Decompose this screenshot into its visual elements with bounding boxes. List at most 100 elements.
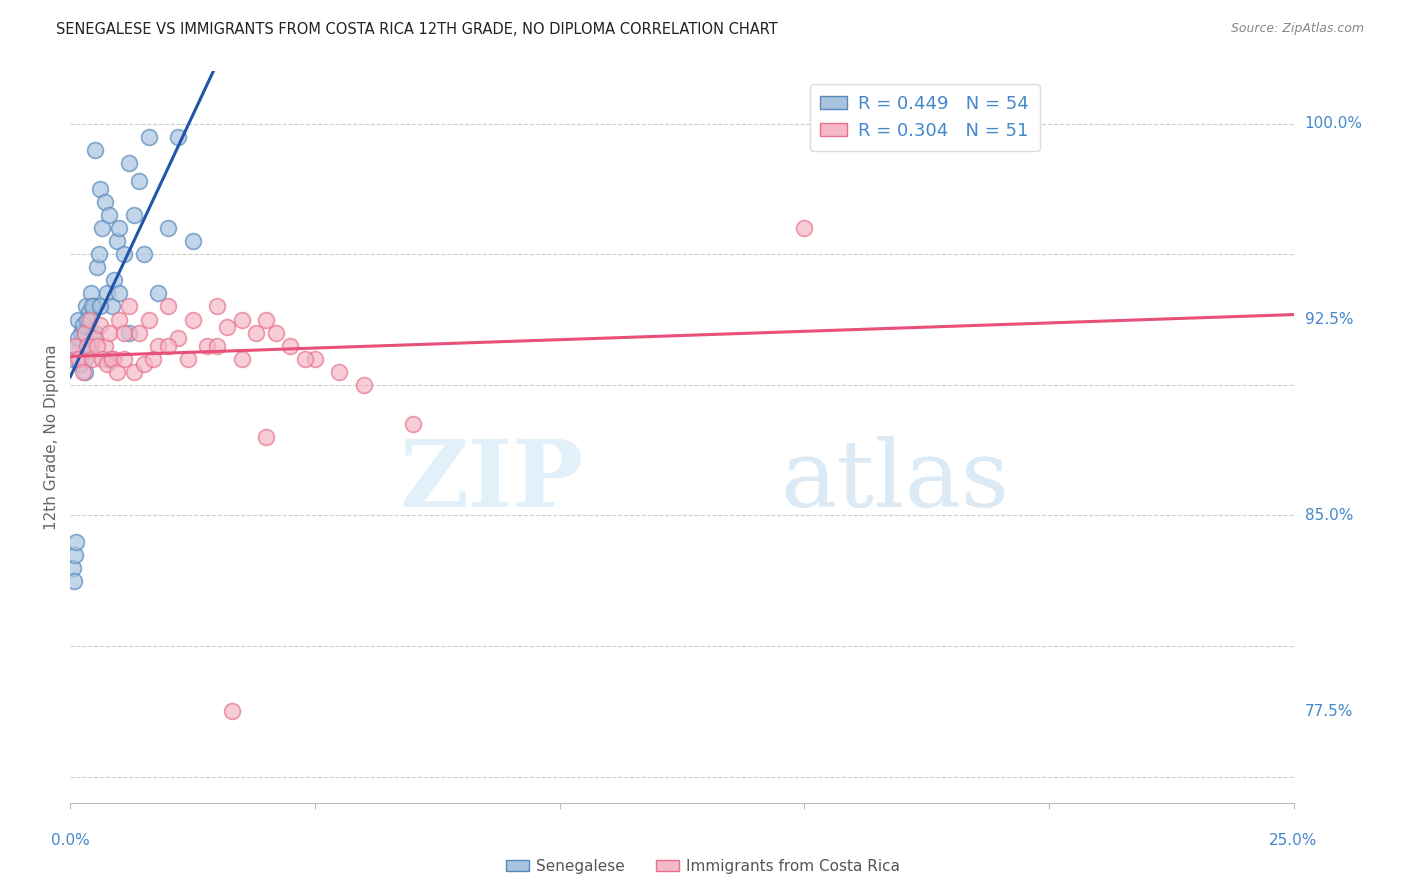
Point <box>73 351 96 366</box>
Point <box>66 351 89 366</box>
Point <box>96 286 118 301</box>
Text: 25.0%: 25.0% <box>1270 833 1317 848</box>
Point <box>63 339 86 353</box>
Legend: Senegalese, Immigrants from Costa Rica: Senegalese, Immigrants from Costa Rica <box>499 853 907 880</box>
Point <box>304 351 326 366</box>
Point <box>138 312 160 326</box>
Point <box>89 318 111 332</box>
Point <box>93 339 115 353</box>
Point <box>215 320 238 334</box>
Text: SENEGALESE VS IMMIGRANTS FROM COSTA RICA 12TH GRADE, NO DIPLOMA CORRELATION CHAR: SENEGALESE VS IMMIGRANTS FROM COSTA RICA… <box>56 22 778 37</box>
Point <box>112 247 135 261</box>
Point <box>181 234 204 248</box>
Point <box>69 357 91 371</box>
Point <box>108 286 131 301</box>
Text: 85.0%: 85.0% <box>1305 508 1353 523</box>
Point <box>231 351 253 366</box>
Point <box>205 339 228 353</box>
Point <box>91 221 114 235</box>
Point <box>280 339 302 353</box>
Point <box>70 326 93 340</box>
Text: 100.0%: 100.0% <box>1305 116 1362 131</box>
Point <box>157 221 180 235</box>
Point <box>83 326 105 340</box>
Point <box>83 300 105 314</box>
Point <box>138 129 160 144</box>
Point <box>132 247 155 261</box>
Point <box>112 326 135 340</box>
Point <box>264 326 287 340</box>
Point <box>91 351 114 366</box>
Point <box>101 351 124 366</box>
Point <box>63 574 86 588</box>
Point <box>793 221 815 235</box>
Point <box>83 331 105 345</box>
Point <box>62 560 84 574</box>
Text: 77.5%: 77.5% <box>1305 704 1353 719</box>
Point <box>328 365 350 379</box>
Point <box>122 208 145 222</box>
Point <box>167 129 190 144</box>
Text: Source: ZipAtlas.com: Source: ZipAtlas.com <box>1230 22 1364 36</box>
Point <box>72 331 94 345</box>
Point <box>231 312 253 326</box>
Text: 92.5%: 92.5% <box>1305 312 1353 327</box>
Point <box>177 351 200 366</box>
Point <box>157 300 180 314</box>
Point <box>67 351 90 366</box>
Point <box>76 339 98 353</box>
Point <box>83 143 105 157</box>
Point <box>66 331 89 345</box>
Point <box>87 247 110 261</box>
Point <box>73 346 96 360</box>
Point <box>93 194 115 209</box>
Point <box>254 430 277 444</box>
Point <box>132 357 155 371</box>
Point <box>221 705 243 719</box>
Point <box>96 357 118 371</box>
Point <box>80 286 103 301</box>
Point <box>63 339 86 353</box>
Point <box>148 286 170 301</box>
Point <box>157 339 180 353</box>
Point <box>245 326 267 340</box>
Point <box>75 300 97 314</box>
Point <box>65 534 87 549</box>
Point <box>105 234 128 248</box>
Point <box>76 320 98 334</box>
Point <box>108 312 131 326</box>
Point <box>72 365 94 379</box>
Point <box>98 208 121 222</box>
Point <box>128 174 150 188</box>
Point <box>73 326 96 340</box>
Point <box>82 300 104 314</box>
Point <box>254 312 277 326</box>
Point <box>108 221 131 235</box>
Point <box>89 182 111 196</box>
Point <box>69 339 91 353</box>
Point <box>148 339 170 353</box>
Point <box>79 312 101 326</box>
Point <box>77 304 100 318</box>
Point <box>86 260 108 275</box>
Point <box>79 339 101 353</box>
Legend: R = 0.449   N = 54, R = 0.304   N = 51: R = 0.449 N = 54, R = 0.304 N = 51 <box>810 84 1040 151</box>
Point <box>181 312 204 326</box>
Point <box>89 300 111 314</box>
Point <box>82 351 104 366</box>
Point <box>195 339 218 353</box>
Point <box>101 300 124 314</box>
Point <box>72 318 94 332</box>
Point <box>112 351 135 366</box>
Point <box>167 331 190 345</box>
Point <box>118 300 141 314</box>
Point <box>128 326 150 340</box>
Point <box>79 339 101 353</box>
Y-axis label: 12th Grade, No Diploma: 12th Grade, No Diploma <box>44 344 59 530</box>
Text: atlas: atlas <box>780 436 1010 526</box>
Point <box>142 351 165 366</box>
Point <box>73 365 96 379</box>
Point <box>118 156 141 170</box>
Point <box>62 351 84 366</box>
Text: ZIP: ZIP <box>399 436 583 526</box>
